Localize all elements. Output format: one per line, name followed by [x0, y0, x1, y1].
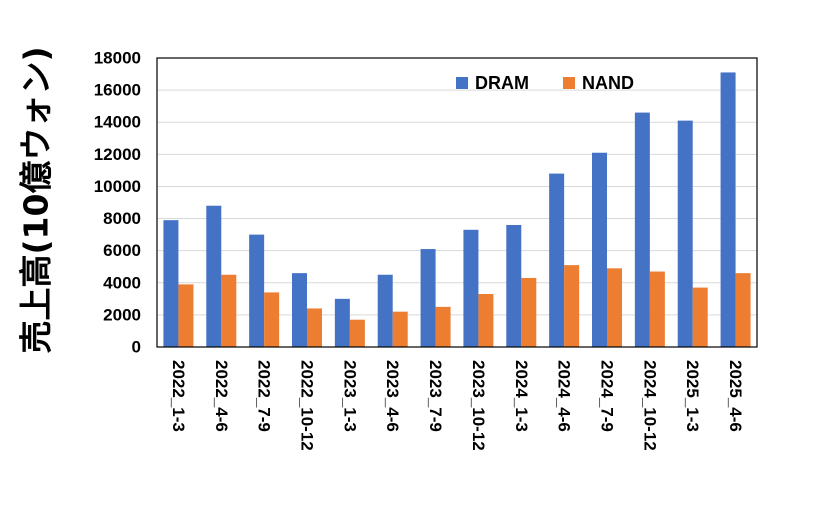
bar-dram [420, 249, 436, 347]
bar-nand [735, 273, 751, 347]
bar-dram [206, 205, 222, 347]
y-tick-label: 2000 [103, 305, 141, 324]
bar-dram [677, 120, 693, 347]
y-tick-label: 0 [132, 338, 141, 357]
legend: DRAM NAND [456, 73, 634, 93]
y-tick-label: 12000 [94, 145, 141, 164]
y-axis-label: 売上高(10億ウォン) [17, 46, 56, 353]
y-tick-label: 16000 [94, 81, 141, 100]
x-tick-label: 2023_10-12 [469, 360, 488, 451]
bar-dram [720, 72, 736, 347]
gridlines [157, 57, 757, 316]
x-tick-label: 2023_4-6 [383, 360, 402, 432]
bar-nand [607, 268, 622, 347]
x-tick-label: 2022_1-3 [169, 360, 188, 432]
y-tick-label: 6000 [103, 241, 141, 260]
bar-dram [292, 273, 307, 347]
bar-dram [163, 220, 179, 347]
x-tick-labels: 2022_1-3 2022_4-6 2022_7-9 2022_10-12 2023_1… [169, 360, 745, 451]
bar-dram [334, 298, 350, 347]
bar-nand [392, 311, 408, 347]
bar-nand [564, 265, 580, 347]
bar-dram [249, 234, 265, 347]
bar-nand [307, 308, 322, 347]
bar-nand [478, 294, 494, 347]
y-tick-label: 4000 [103, 273, 141, 292]
bar-nand [521, 277, 537, 347]
x-tick-label: 2022_4-6 [212, 360, 231, 432]
bar-nand [178, 284, 194, 347]
plot-frame [156, 57, 758, 348]
bars [163, 72, 751, 347]
axes [156, 57, 758, 348]
bar-dram [592, 152, 607, 347]
bar-dram [377, 274, 393, 347]
x-tick-label: 2023_7-9 [426, 360, 445, 432]
bar-nand [692, 287, 708, 347]
y-tick-label: 18000 [94, 49, 141, 68]
bar-dram [463, 229, 479, 347]
x-tick-label: 2024_4-6 [555, 360, 574, 432]
y-tick-label: 8000 [103, 209, 141, 228]
bar-nand [349, 319, 365, 347]
y-tick-labels: 0 2000 4000 6000 8000 10000 12000 14000 16000 180… [94, 49, 141, 357]
legend-swatch-dram [456, 77, 468, 89]
y-tick-label: 14000 [94, 113, 141, 132]
x-tick-label: 2025_4-6 [726, 360, 745, 432]
x-tick-label: 2023_1-3 [340, 360, 359, 432]
bar-nand [435, 306, 451, 347]
x-tick-label: 2024_10-12 [640, 360, 659, 451]
x-tick-label: 2022_10-12 [298, 360, 317, 451]
legend-swatch-nand [563, 77, 575, 89]
bar-nand [221, 274, 237, 347]
x-tick-label: 2024_1-3 [512, 360, 531, 432]
x-tick-label: 2025_1-3 [683, 360, 702, 432]
x-tick-label: 2024_7-9 [598, 360, 617, 432]
bar-dram [506, 224, 522, 347]
y-tick-label: 10000 [94, 177, 141, 196]
legend-label-nand: NAND [582, 73, 634, 93]
bar-dram [634, 112, 650, 347]
legend-label-dram: DRAM [475, 73, 529, 93]
x-tick-label: 2022_7-9 [255, 360, 274, 432]
bar-nand [264, 292, 280, 347]
bar-nand [649, 271, 665, 347]
bar-dram [549, 173, 565, 347]
